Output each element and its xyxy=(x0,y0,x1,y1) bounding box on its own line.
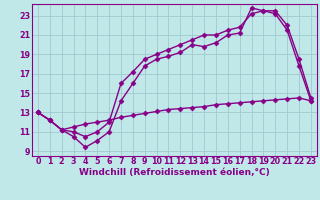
X-axis label: Windchill (Refroidissement éolien,°C): Windchill (Refroidissement éolien,°C) xyxy=(79,168,270,177)
